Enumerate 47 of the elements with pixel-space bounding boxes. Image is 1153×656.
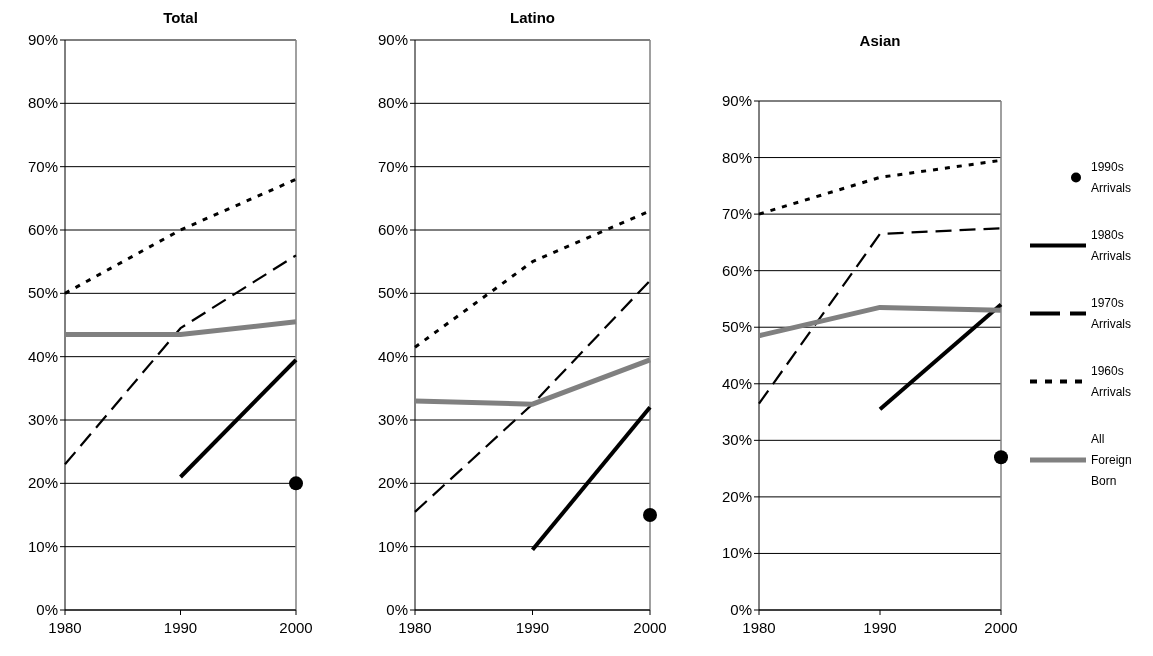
y-tick-label: 40% [27,347,58,365]
y-tick-label: 10% [721,544,752,562]
x-tick-label: 1980 [398,619,432,636]
legend-label: All Foreign Born [1091,432,1132,488]
y-tick-label: 90% [377,31,408,48]
chart-title: Asian [859,32,901,49]
x-tick-label: 1980 [742,619,776,636]
y-tick-label: 30% [377,411,408,428]
y-tick-label: 70% [721,205,752,223]
y-tick-label: 50% [27,284,58,302]
y-tick-label: 50% [377,284,408,302]
y-tick-label: 50% [721,318,752,336]
y-tick-label: 10% [27,537,58,555]
y-tick-label: 60% [721,261,752,279]
y-tick-label: 70% [377,157,408,175]
y-tick-label: 40% [721,374,752,392]
x-tick-label: 1980 [48,619,82,636]
y-tick-label: 10% [377,537,408,555]
y-tick-label: 30% [721,431,752,449]
y-tick-label: 60% [27,221,58,238]
y-tick-label: 80% [721,148,752,166]
y-tick-label: 0% [386,601,408,618]
y-tick-label: 90% [721,92,752,109]
y-tick-label: 80% [27,94,58,112]
y-tick-label: 80% [377,94,408,112]
y-tick-label: 20% [27,474,58,492]
y-tick-label: 20% [377,474,408,492]
x-tick-label: 1990 [863,619,897,636]
legend-label: 1970s Arrivals [1091,296,1132,331]
y-tick-label: 30% [27,411,58,428]
x-tick-label: 2000 [984,619,1018,636]
chart-title: Latino [510,9,555,26]
y-tick-label: 0% [36,601,58,618]
legend-label: 1980s Arrivals [1091,228,1132,263]
y-tick-label: 90% [27,31,58,48]
y-tick-label: 40% [377,347,408,365]
x-tick-label: 2000 [633,619,667,636]
legend-label: 1960s Arrivals [1091,364,1132,399]
chart-title: Total [163,9,198,26]
y-tick-label: 60% [377,221,408,238]
x-tick-label: 2000 [279,619,313,636]
y-tick-label: 0% [730,601,752,618]
legend-label: 1990s Arrivals [1091,160,1132,195]
x-tick-label: 1990 [515,619,550,636]
x-tick-label: 1990 [163,619,198,636]
y-tick-label: 20% [721,487,752,505]
y-tick-label: 70% [27,157,58,175]
